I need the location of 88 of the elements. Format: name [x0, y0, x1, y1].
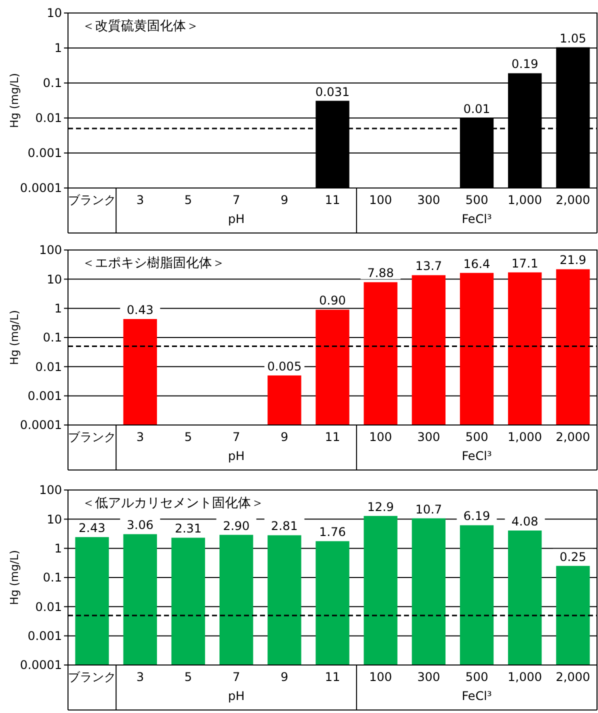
x-tick-label: 100 [369, 193, 392, 207]
data-label: 7.88 [367, 266, 394, 280]
data-label: 21.9 [560, 253, 586, 268]
y-tick-label: 1 [54, 542, 62, 556]
x-tick-label: 1,000 [508, 193, 542, 207]
y-tick-label: 0.0001 [20, 658, 62, 672]
x-tick-label: 100 [369, 670, 392, 684]
y-tick-label: 0.001 [28, 629, 62, 644]
x-tick-label: 5 [184, 193, 192, 207]
text: FeCl³ [462, 689, 492, 703]
data-label: 2.43 [78, 521, 106, 536]
data-label: 3.06 [126, 518, 154, 532]
x-tick-label: 7 [232, 193, 240, 207]
text: ＜低アルカリセメント固化体＞ [82, 496, 264, 511]
x-tick-label: 500 [465, 670, 488, 684]
data-label: 0.01 [463, 102, 490, 116]
y-tick-label: 1 [54, 41, 62, 56]
text: pH [228, 212, 245, 226]
y-tick-label: 1 [54, 302, 62, 316]
y-axis-title: Hg (mg/L) [8, 550, 21, 605]
x-tick-label: 9 [280, 430, 288, 444]
x-tick-label: 500 [465, 193, 488, 207]
data-label: 1.76 [319, 525, 346, 540]
y-tick-label: 10 [46, 512, 62, 526]
y-tick-label: 10 [46, 272, 62, 286]
x-tick-label: 100 [369, 430, 392, 444]
data-label: 4.08 [512, 514, 538, 529]
y-tick-label: 0.001 [28, 389, 62, 404]
data-label: 1.05 [560, 31, 586, 46]
text: ＜改質硫黄固化体＞ [82, 19, 199, 34]
data-label: 6.19 [463, 509, 490, 524]
y-tick-label: 0.0001 [20, 418, 62, 432]
data-label: 10.7 [415, 502, 442, 516]
x-tick-label: 11 [324, 193, 340, 207]
x-tick-label: 300 [417, 193, 440, 207]
y-axis-title: Hg (mg/L) [8, 310, 21, 365]
x-tick-label: 9 [280, 193, 288, 207]
y-tick-label: 10 [46, 6, 62, 20]
text: ＜エポキシ樹脂固化体＞ [82, 256, 225, 271]
x-tick-label: 300 [417, 670, 440, 684]
x-tick-label: 3 [136, 430, 144, 444]
x-tick-label: 7 [232, 670, 240, 684]
x-tick-label: 3 [136, 193, 144, 207]
y-tick-label: 100 [39, 483, 62, 498]
x-tick-label: 500 [465, 430, 488, 444]
x-tick-label: 5 [184, 670, 192, 684]
y-tick-label: 0.001 [28, 146, 62, 160]
data-label: 12.9 [367, 500, 394, 514]
data-label: 13.7 [415, 259, 442, 274]
y-tick-label: 100 [39, 243, 62, 258]
x-tick-label: 3 [136, 670, 144, 684]
text: FeCl³ [462, 449, 492, 463]
y-tick-label: 0.01 [35, 360, 62, 374]
x-tick-label: ブランク [68, 430, 116, 444]
x-tick-label: 1,000 [508, 430, 542, 444]
data-label: 16.4 [463, 256, 490, 271]
y-tick-label: 0.1 [42, 330, 62, 345]
x-tick-label: 2,000 [556, 670, 590, 684]
y-tick-label: 0.01 [35, 600, 62, 614]
x-tick-label: ブランク [68, 670, 116, 684]
x-tick-label: 2,000 [556, 430, 590, 444]
data-label: 0.25 [560, 550, 586, 564]
x-tick-label: 5 [184, 430, 192, 444]
x-tick-label: 11 [324, 670, 340, 684]
data-label: 0.90 [319, 294, 346, 308]
x-tick-label: ブランク [68, 193, 116, 207]
x-tick-label: 1,000 [508, 670, 542, 684]
data-label: 2.81 [271, 519, 298, 534]
data-label: 0.031 [315, 84, 350, 99]
data-label: 17.1 [512, 256, 538, 270]
y-axis-title: Hg (mg/L) [8, 73, 21, 128]
data-label: 2.90 [222, 518, 250, 533]
x-tick-label: 7 [232, 430, 240, 444]
data-label: 0.005 [267, 359, 302, 374]
text: FeCl³ [462, 212, 492, 226]
x-tick-label: 9 [280, 670, 288, 684]
x-tick-label: 300 [417, 430, 440, 444]
text: pH [228, 689, 245, 703]
y-tick-label: 0.0001 [20, 181, 62, 196]
data-label: 2.31 [174, 522, 202, 536]
text: pH [228, 449, 245, 463]
y-tick-label: 0.1 [42, 76, 62, 90]
data-label: 0.43 [126, 303, 154, 318]
y-tick-label: 0.1 [42, 570, 62, 585]
y-tick-label: 0.01 [35, 111, 62, 126]
data-label: 0.19 [512, 57, 538, 72]
x-tick-label: 2,000 [556, 193, 590, 207]
x-tick-label: 11 [324, 430, 340, 444]
